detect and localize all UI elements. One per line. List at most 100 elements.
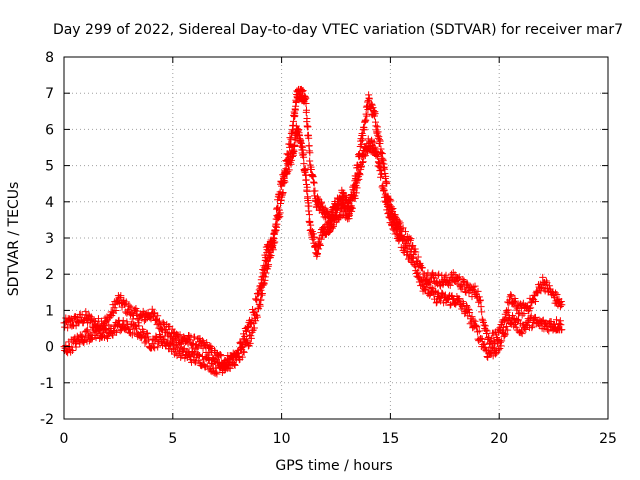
data-point	[244, 324, 252, 332]
data-point	[194, 350, 202, 358]
data-point	[305, 211, 313, 219]
data-point	[502, 322, 510, 330]
data-point	[377, 173, 385, 181]
data-point	[325, 228, 333, 236]
y-tick-label: 5	[45, 159, 54, 175]
data-point	[475, 293, 483, 301]
data-point	[345, 211, 353, 219]
data-point	[252, 295, 260, 303]
data-point	[379, 157, 387, 165]
data-point	[359, 158, 367, 166]
data-point	[358, 158, 366, 166]
data-point	[152, 315, 160, 323]
y-tick-label: -1	[40, 376, 54, 392]
data-point	[186, 352, 194, 360]
data-point	[533, 289, 541, 297]
data-point	[300, 160, 308, 168]
data-point	[446, 281, 454, 289]
y-tick-label: 3	[45, 231, 54, 247]
data-point	[412, 267, 420, 275]
data-point	[507, 292, 515, 300]
data-point	[61, 323, 69, 331]
data-point	[61, 319, 69, 327]
y-tick-label: 8	[45, 50, 54, 66]
data-point	[482, 326, 490, 334]
data-point	[217, 351, 225, 359]
data-point	[198, 337, 206, 345]
data-point	[364, 135, 372, 143]
data-point	[303, 114, 311, 122]
data-point	[303, 183, 311, 191]
data-point	[307, 165, 315, 173]
data-point	[67, 348, 75, 356]
data-point	[213, 370, 221, 378]
data-point	[273, 205, 281, 213]
data-point	[323, 229, 331, 237]
data-point	[348, 204, 356, 212]
data-point	[518, 330, 526, 338]
data-point	[250, 324, 258, 332]
data-point	[112, 307, 120, 315]
data-point	[82, 308, 90, 316]
data-point	[310, 230, 318, 238]
data-point	[306, 149, 314, 157]
data-point	[432, 299, 440, 307]
data-point	[464, 312, 472, 320]
data-point	[504, 326, 512, 334]
data-point	[374, 151, 382, 159]
data-point	[203, 362, 211, 370]
data-point	[311, 187, 319, 195]
data-point	[361, 152, 369, 160]
data-point	[469, 316, 477, 324]
data-point	[418, 277, 426, 285]
data-point	[240, 348, 248, 356]
data-point	[234, 349, 242, 357]
data-point	[246, 339, 254, 347]
data-point	[151, 336, 159, 344]
data-point	[64, 324, 72, 332]
data-point	[102, 317, 110, 325]
data-point	[238, 353, 246, 361]
data-point	[72, 343, 80, 351]
data-point	[512, 323, 520, 331]
data-point	[88, 335, 96, 343]
data-point	[131, 321, 139, 329]
data-point	[152, 316, 160, 324]
data-point	[78, 332, 86, 340]
data-point	[135, 322, 143, 330]
data-point	[362, 116, 370, 124]
data-point	[356, 171, 364, 179]
data-point	[68, 347, 76, 355]
data-point	[376, 160, 384, 168]
data-point	[426, 278, 434, 286]
data-point	[201, 363, 209, 371]
data-point	[438, 289, 446, 297]
data-point	[168, 337, 176, 345]
data-point	[231, 361, 239, 369]
data-point	[385, 205, 393, 213]
data-point	[316, 242, 324, 250]
data-point	[442, 271, 450, 279]
data-point	[104, 334, 112, 342]
x-tick-label: 25	[599, 431, 617, 447]
data-point	[82, 327, 90, 335]
data-point	[398, 232, 406, 240]
data-point	[71, 313, 79, 321]
data-point	[463, 301, 471, 309]
data-point	[407, 235, 415, 243]
data-point	[328, 224, 336, 232]
data-point	[276, 209, 284, 217]
data-point	[109, 331, 117, 339]
data-point	[510, 299, 518, 307]
data-point	[418, 264, 426, 272]
data-point	[150, 309, 158, 317]
data-point	[370, 138, 378, 146]
data-point	[539, 273, 547, 281]
data-point	[383, 202, 391, 210]
data-point	[317, 198, 325, 206]
data-point	[389, 205, 397, 213]
data-point	[208, 368, 216, 376]
data-point	[315, 241, 323, 249]
data-point	[161, 332, 169, 340]
